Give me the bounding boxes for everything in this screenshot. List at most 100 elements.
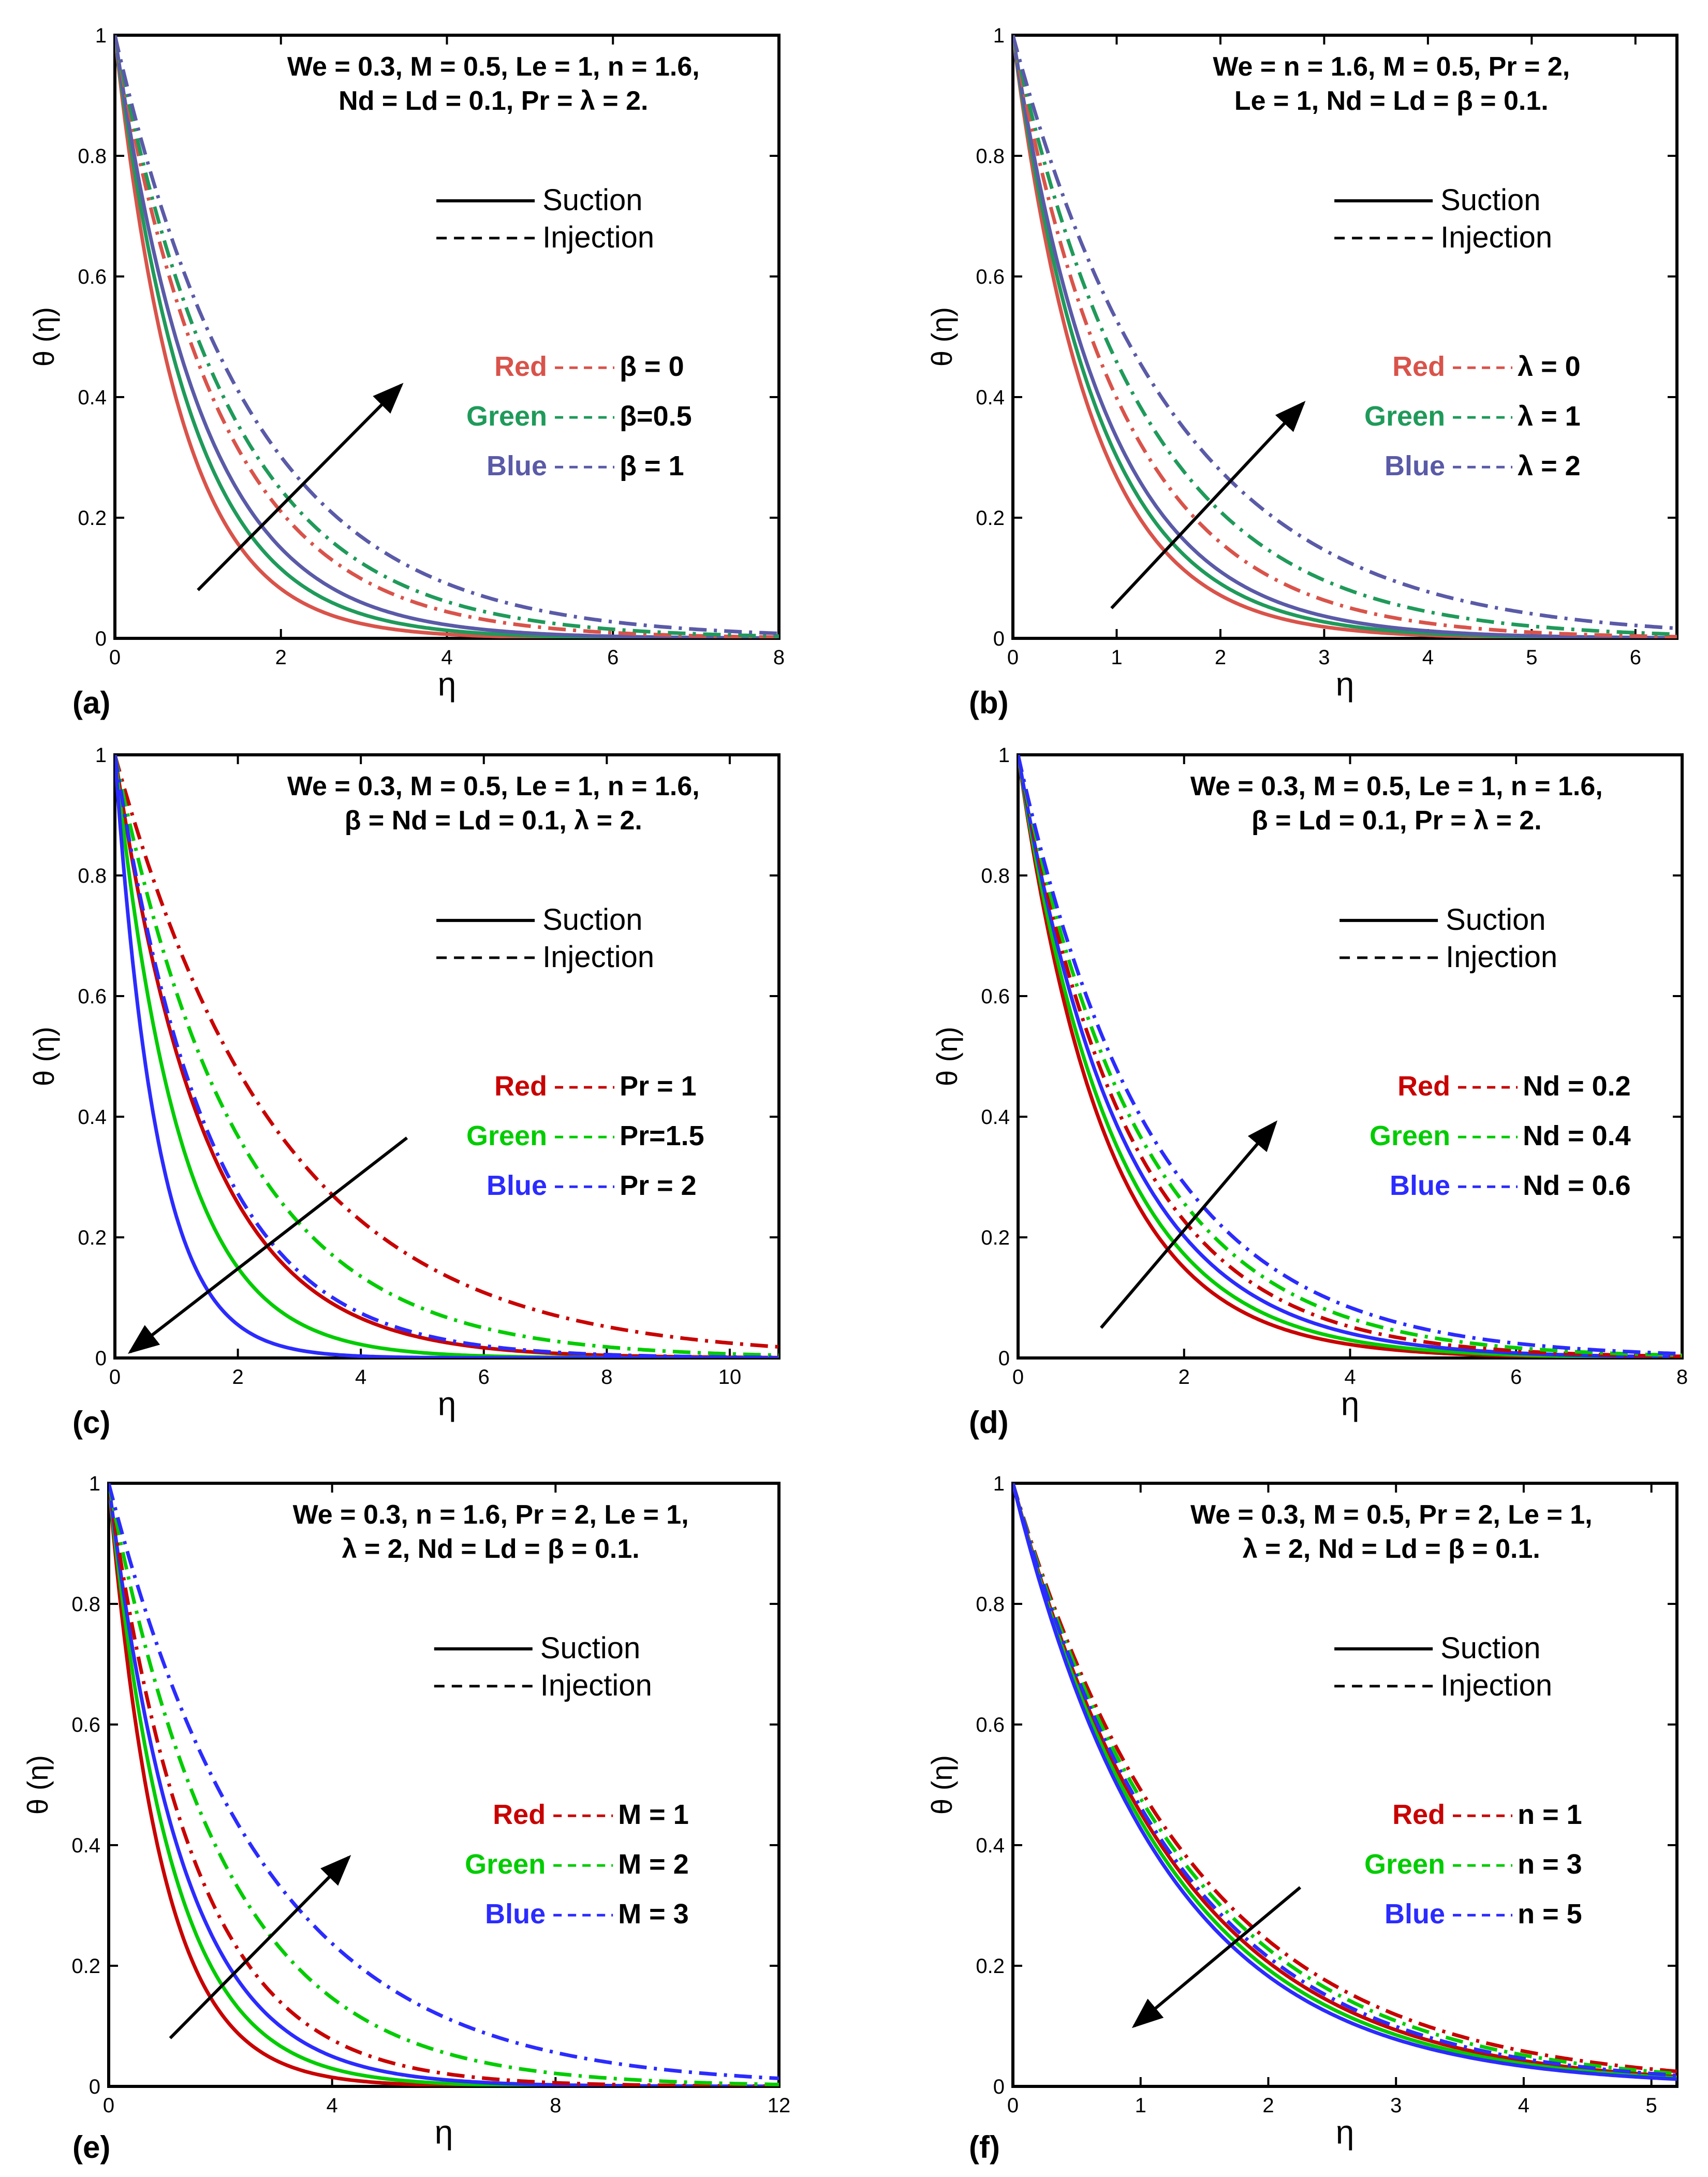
legend-injection-label: Injection: [540, 1669, 652, 1702]
trend-arrow: [169, 1855, 351, 2039]
x-tick-label: 2: [1262, 2094, 1274, 2117]
parameter-annotation: We = 0.3, M = 0.5, Le = 1, n = 1.6,: [287, 771, 700, 801]
x-axis-label: η: [1336, 665, 1354, 703]
legend-param-label: n = 3: [1518, 1849, 1582, 1880]
x-tick-label: 1: [1111, 646, 1122, 669]
x-tick-label: 0: [103, 2094, 114, 2117]
suction-curve: [1013, 1483, 1677, 2079]
x-tick-label: 6: [478, 1366, 490, 1389]
suction-curve: [1013, 1483, 1677, 2081]
legend-suction-label: Suction: [1440, 183, 1540, 217]
x-axis-label: η: [438, 665, 457, 703]
parameter-annotation: We = n = 1.6, M = 0.5, Pr = 2,: [1213, 52, 1570, 82]
y-tick-label: 0.8: [976, 145, 1005, 168]
legend-suction-label: Suction: [1446, 903, 1545, 937]
legend-param-label: Nd = 0.4: [1523, 1120, 1631, 1151]
parameter-annotation: β = Nd = Ld = 0.1, λ = 2.: [345, 806, 642, 836]
x-tick-label: 0: [109, 1366, 121, 1389]
x-axis-label: η: [438, 1385, 457, 1422]
chart-panel: 0 4 8 12 0 0.2 0.4 0.6 0.8 1 θ (η) η We = 0.3, n = 1…: [21, 1472, 790, 2165]
legend-param-label: Pr=1.5: [620, 1120, 704, 1151]
injection-curve: [1013, 35, 1677, 638]
x-axis-label: η: [435, 2113, 453, 2151]
y-tick-label: 1: [95, 744, 107, 767]
suction-curve: [1013, 35, 1677, 638]
suction-curve: [115, 755, 779, 1358]
legend-param-label: Pr = 2: [620, 1170, 697, 1201]
y-tick-label: 0.8: [78, 145, 107, 168]
trend-arrow: [197, 383, 404, 591]
injection-curve: [115, 35, 779, 638]
legend-color-name: Blue: [487, 1170, 547, 1201]
suction-curve: [1018, 755, 1682, 1358]
suction-curve: [115, 35, 779, 638]
injection-curve: [115, 755, 779, 1349]
suction-curve: [1013, 35, 1677, 638]
legend-param-label: M = 1: [618, 1799, 689, 1830]
legend-param-label: β = 1: [620, 450, 684, 481]
injection-curve: [109, 1483, 779, 2086]
x-tick-label: 8: [550, 2094, 561, 2117]
parameter-annotation: λ = 2, Nd = Ld = β = 0.1.: [1243, 1534, 1540, 1564]
y-tick-label: 0.8: [71, 1593, 100, 1616]
suction-curve: [109, 1483, 779, 2086]
legend-param-label: n = 1: [1518, 1799, 1582, 1830]
x-tick-label: 2: [232, 1366, 243, 1389]
y-tick-label: 1: [89, 1472, 100, 1495]
injection-curve: [1013, 35, 1677, 631]
y-tick-label: 1: [993, 1472, 1005, 1495]
legend-param-label: M = 3: [618, 1898, 689, 1930]
y-tick-label: 0.2: [78, 1226, 107, 1249]
x-tick-label: 1: [1135, 2094, 1146, 2117]
injection-curve: [1013, 35, 1677, 636]
injection-curve: [1013, 1483, 1677, 2076]
panel-label: (a): [72, 685, 110, 720]
y-tick-label: 0.8: [976, 1593, 1005, 1616]
x-axis-label: η: [1341, 1385, 1360, 1422]
legend-color-name: Green: [1364, 1849, 1445, 1880]
y-axis-label: θ (η): [931, 1027, 963, 1086]
legend-param-label: Nd = 0.6: [1523, 1170, 1631, 1201]
injection-curve: [109, 1483, 779, 2086]
trend-arrow: [127, 1136, 408, 1354]
y-tick-label: 0: [95, 1347, 107, 1370]
x-tick-label: 3: [1390, 2094, 1402, 2117]
suction-curve: [115, 755, 779, 1358]
chart-panel: 0 2 4 6 8 0 0.2 0.4 0.6 0.8 1 θ (η) η We = 0.3, M = 0…: [27, 24, 785, 720]
y-tick-label: 0.2: [78, 507, 107, 530]
plot-frame: [1011, 34, 1678, 640]
panel-label: (e): [72, 2130, 110, 2165]
parameter-annotation: β = Ld = 0.1, Pr = λ = 2.: [1251, 806, 1542, 836]
suction-curve: [115, 35, 779, 638]
parameter-annotation: We = 0.3, M = 0.5, Pr = 2, Le = 1,: [1190, 1500, 1593, 1530]
legend-injection-label: Injection: [1440, 221, 1552, 254]
x-tick-label: 2: [1179, 1366, 1190, 1389]
y-tick-label: 1: [993, 24, 1005, 47]
y-tick-label: 0.6: [78, 985, 107, 1008]
y-axis-label: θ (η): [27, 1027, 60, 1086]
chart-panel: 0 1 2 3 4 5 6 0 0.2 0.4 0.6 0.8 1 θ (η) η We = n = 1.6,…: [925, 24, 1678, 720]
injection-curve: [1018, 755, 1682, 1357]
injection-curve: [1018, 755, 1682, 1356]
y-tick-label: 0.6: [976, 266, 1005, 288]
suction-curve: [1013, 1483, 1677, 2080]
trend-arrow: [1100, 1120, 1278, 1329]
x-tick-label: 4: [1344, 1366, 1356, 1389]
x-tick-label: 8: [601, 1366, 612, 1389]
parameter-annotation: We = 0.3, n = 1.6, Pr = 2, Le = 1,: [293, 1500, 689, 1530]
y-tick-label: 1: [95, 24, 107, 47]
legend-injection-label: Injection: [1440, 1669, 1552, 1702]
trend-arrow: [1131, 1886, 1302, 2028]
x-tick-label: 6: [1630, 646, 1641, 669]
y-tick-label: 0: [998, 1347, 1010, 1370]
parameter-annotation: We = 0.3, M = 0.5, Le = 1, n = 1.6,: [287, 52, 700, 82]
injection-curve: [1013, 1483, 1677, 2073]
y-tick-label: 0.6: [78, 266, 107, 288]
x-tick-label: 0: [109, 646, 121, 669]
x-tick-label: 4: [327, 2094, 338, 2117]
legend-param-label: M = 2: [618, 1849, 689, 1880]
legend-injection-label: Injection: [1446, 940, 1557, 974]
x-tick-label: 0: [1007, 2094, 1019, 2117]
y-tick-label: 0.2: [976, 507, 1005, 530]
y-tick-label: 0.2: [71, 1955, 100, 1978]
